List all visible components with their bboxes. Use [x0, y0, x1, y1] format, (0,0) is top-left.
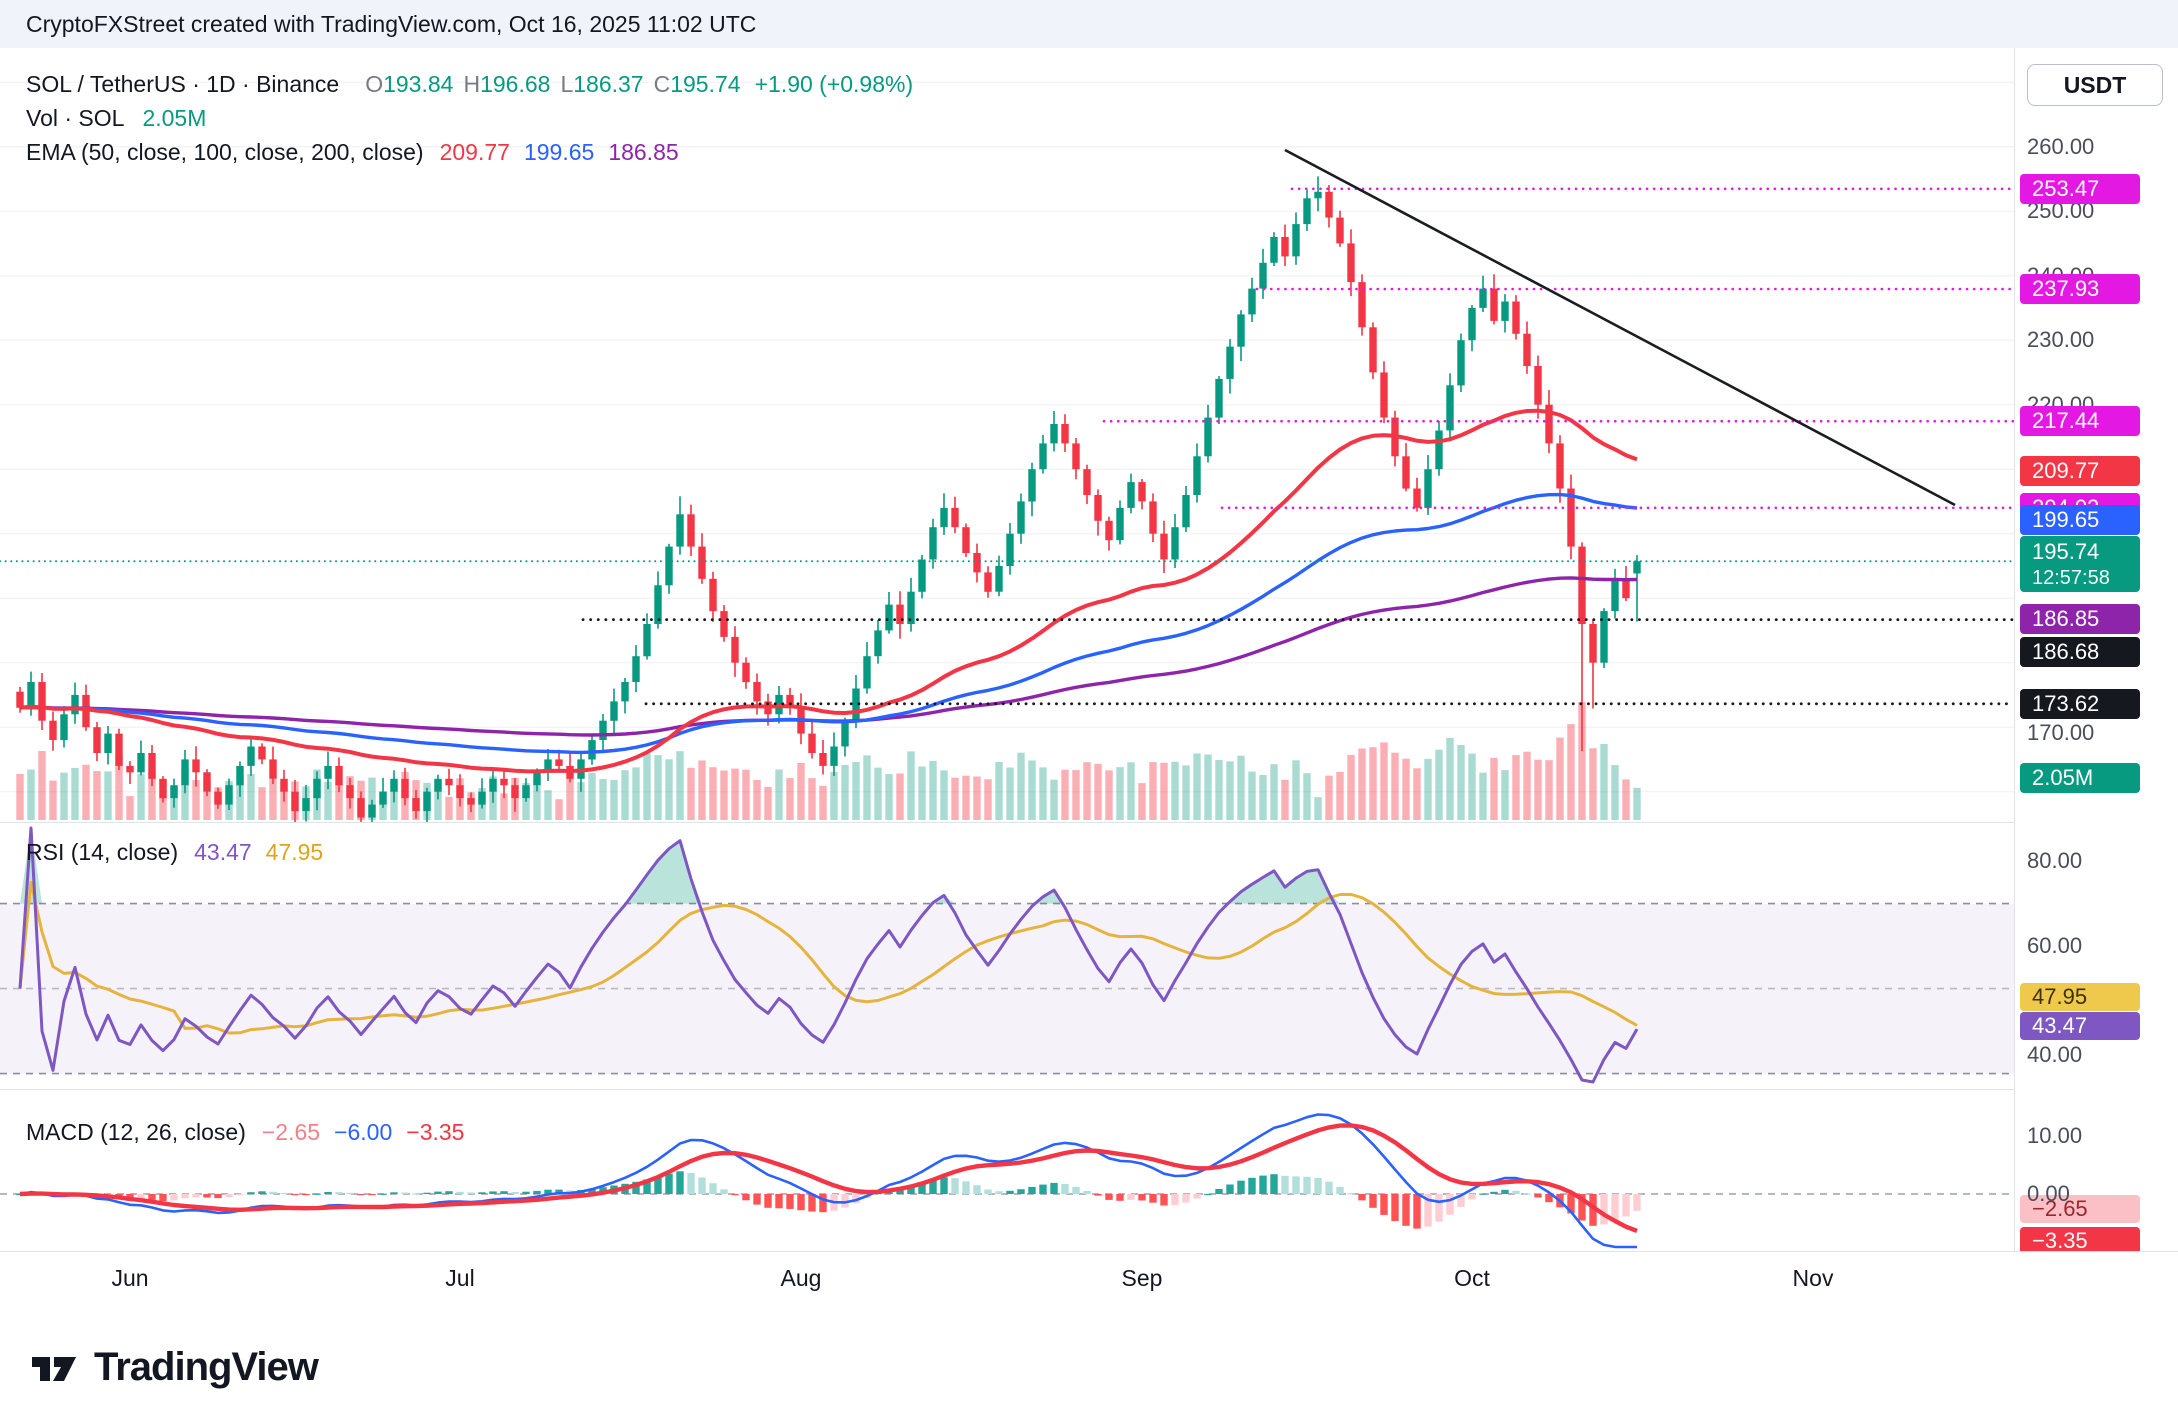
currency-button[interactable]: USDT [2027, 64, 2163, 106]
volume-legend[interactable]: Vol · SOL 2.05M [26, 105, 206, 132]
price-axis-badge: 186.85 [2020, 603, 2140, 634]
price-axis-badge: 173.62 [2020, 688, 2140, 719]
month-label: Sep [1121, 1265, 1163, 1291]
month-label: Oct [1454, 1265, 1490, 1291]
open-label: O [365, 71, 384, 97]
rsi-value: 43.47 [194, 839, 252, 865]
chart-area[interactable]: SOL / TetherUS · 1D · Binance O193.84 H1… [0, 48, 2178, 1310]
panel-separator [0, 1089, 2178, 1090]
symbol-title: SOL / TetherUS · 1D · Binance [26, 71, 340, 97]
volume-value: 2.05M [142, 105, 207, 131]
panel-separator [0, 822, 2178, 823]
price-axis-badge: 217.44 [2020, 406, 2140, 437]
rsi-tick: 60.00 [2027, 933, 2083, 959]
macd-panel-chart[interactable] [0, 1089, 2014, 1251]
open-value: 193.84 [383, 71, 454, 97]
price-axis-badge: 253.47 [2020, 173, 2140, 204]
macd-axis-badge: −2.65 [2020, 1195, 2140, 1224]
macd-tick: 0.00 [2027, 1181, 2070, 1206]
price-axis-badge: 209.77 [2020, 455, 2140, 486]
ohlc-high: H196.68 [453, 71, 550, 98]
attribution-bar: CryptoFXStreet created with TradingView.… [0, 0, 2178, 48]
rsi-tick: 80.00 [2027, 848, 2083, 874]
month-label: Aug [780, 1265, 822, 1291]
symbol-legend[interactable]: SOL / TetherUS · 1D · Binance O193.84 H1… [26, 71, 913, 98]
tradingview-wordmark[interactable]: TradingView [94, 1344, 319, 1389]
ema200-value: 186.85 [608, 139, 679, 165]
macd-signal-value: −3.35 [406, 1119, 465, 1145]
time-axis-separator [0, 1251, 2178, 1252]
low-value: 186.37 [573, 71, 644, 97]
price-axis-badge: 195.74 12:57:58 [2020, 536, 2140, 592]
footer: TradingView [0, 1310, 2178, 1424]
price-axis-badge: 237.93 [2020, 274, 2140, 305]
high-value: 196.68 [480, 71, 551, 97]
attribution-text: CryptoFXStreet created with TradingView.… [26, 10, 757, 37]
ohlc-open: O193.84 [355, 71, 453, 98]
ema-legend[interactable]: EMA (50, close, 100, close, 200, close) … [26, 139, 679, 166]
price-tick: 230.00 [2027, 327, 2095, 353]
close-value: 195.74 [670, 71, 741, 97]
low-label: L [560, 71, 574, 97]
macd-line-value: −6.00 [334, 1119, 393, 1145]
rsi-axis-badge: 43.47 [2020, 1012, 2140, 1041]
ohlc-close: C195.74 [644, 71, 741, 98]
ohlc-low: L186.37 [550, 71, 643, 98]
ema100-value: 199.65 [523, 139, 595, 165]
month-label: Jul [445, 1265, 475, 1291]
ema50-value: 209.77 [439, 139, 510, 165]
macd-scale-clip: −2.65 −3.35 [2015, 1089, 2178, 1251]
rsi-ma-value: 47.95 [265, 839, 324, 865]
tradingview-logo-icon[interactable] [28, 1345, 80, 1389]
ema-label: EMA (50, close, 100, close, 200, close) [26, 139, 424, 165]
month-label: Nov [1792, 1265, 1834, 1291]
change-value: +1.90 (+0.98%) [754, 71, 914, 97]
price-axis-badge: 199.65 [2020, 505, 2140, 535]
time-axis[interactable]: Jun Jul Aug Sep Oct Nov [0, 1251, 2014, 1310]
volume-label: Vol · SOL [26, 105, 125, 131]
macd-axis-badge: −3.35 [2020, 1227, 2140, 1251]
price-chart[interactable] [0, 48, 2014, 822]
price-axis-badge: 186.68 [2020, 637, 2140, 667]
macd-label: MACD (12, 26, close) [26, 1119, 246, 1145]
rsi-axis-badge: 47.95 [2020, 983, 2140, 1012]
price-tick: 170.00 [2027, 720, 2095, 746]
rsi-label: RSI (14, close) [26, 839, 179, 865]
macd-tick: 10.00 [2027, 1123, 2083, 1148]
high-label: H [463, 71, 481, 97]
macd-legend[interactable]: MACD (12, 26, close) −2.65 −6.00 −3.35 [26, 1119, 464, 1146]
price-tick: 260.00 [2027, 133, 2095, 159]
month-label: Jun [111, 1265, 149, 1291]
rsi-tick: 40.00 [2027, 1042, 2083, 1068]
price-axis-badge: 2.05M [2020, 763, 2140, 793]
macd-hist-value: −2.65 [261, 1119, 321, 1145]
rsi-panel-chart[interactable] [0, 822, 2014, 1089]
price-scale[interactable]: USDT −2.65−3.35 260.00250.00240.00230.00… [2014, 48, 2178, 1251]
rsi-legend[interactable]: RSI (14, close) 43.47 47.95 [26, 839, 323, 866]
close-label: C [653, 71, 671, 97]
